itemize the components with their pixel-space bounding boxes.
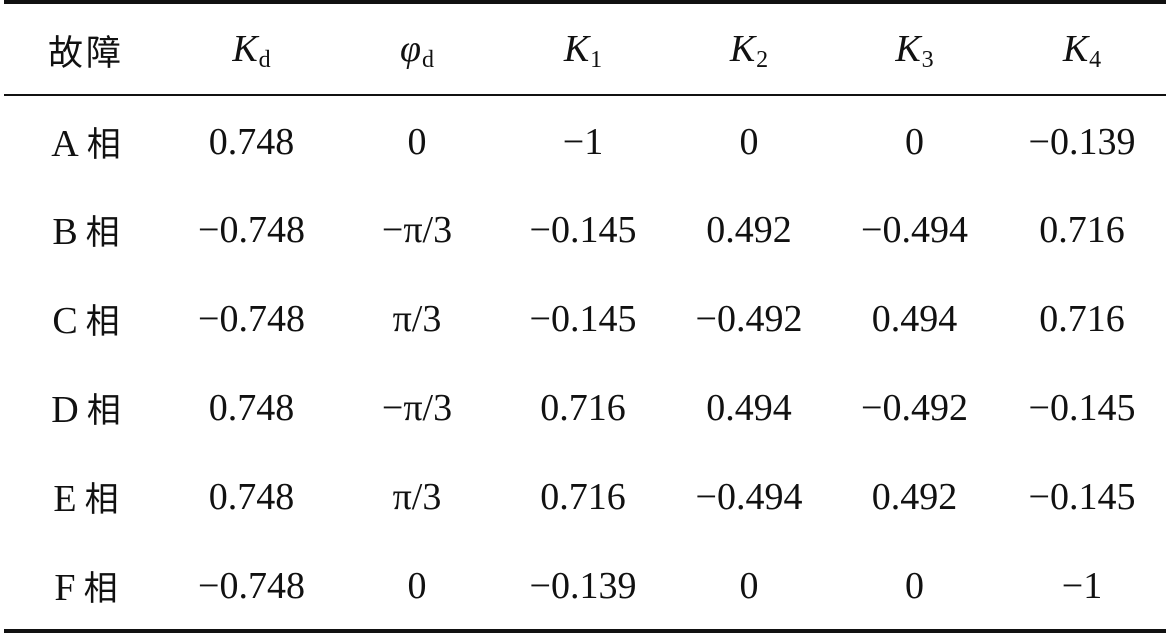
header-fault: 故障 xyxy=(4,4,168,96)
table-header-rule xyxy=(4,94,1166,96)
cell-k1: −0.145 xyxy=(529,297,637,340)
cell-k3: −0.494 xyxy=(861,208,968,251)
cell-phid: 0 xyxy=(407,564,427,607)
phase-label: 相 xyxy=(86,125,121,165)
cell-k2: 0.492 xyxy=(706,208,792,251)
cell-k2: 0 xyxy=(739,564,759,607)
header-row: 故障 Kd φd K1 K2 K3 K4 xyxy=(4,4,1166,96)
phase-letter: F xyxy=(54,567,76,609)
phase-letter: A xyxy=(51,123,79,165)
phase-label: 相 xyxy=(85,302,120,342)
header-symbol: K xyxy=(895,27,921,70)
header-subscript: 2 xyxy=(756,46,769,73)
phase-letter: B xyxy=(52,211,78,253)
cell-k4: −0.145 xyxy=(1028,386,1136,429)
table-bottom-rule xyxy=(4,629,1166,633)
cell-phid: −π/3 xyxy=(381,386,453,429)
cell-k2: −0.492 xyxy=(695,297,803,340)
header-col-k2: K2 xyxy=(667,4,831,96)
cell-k3: 0.494 xyxy=(871,297,958,340)
header-col-phid: φd xyxy=(335,4,499,96)
cell-k4: −0.139 xyxy=(1028,120,1136,163)
cell-k4: −1 xyxy=(1061,564,1103,607)
cell-k3: 0 xyxy=(905,120,924,163)
header-subscript: 1 xyxy=(590,46,603,73)
cell-kd: −0.748 xyxy=(198,208,305,251)
header-symbol: K xyxy=(1062,27,1089,70)
cell-k4: −0.145 xyxy=(1028,475,1136,518)
phase-letter: E xyxy=(53,478,77,520)
header-symbol: K xyxy=(563,27,590,70)
cell-k3: 0.492 xyxy=(871,475,958,518)
phase-label: 相 xyxy=(83,569,118,609)
header-subscript: d xyxy=(258,46,271,73)
header-subscript: 4 xyxy=(1089,46,1102,73)
phase-label: 相 xyxy=(84,480,119,520)
table-top-rule xyxy=(4,0,1166,4)
header-subscript: 3 xyxy=(921,46,934,73)
cell-k2: −0.494 xyxy=(695,475,803,518)
cell-k1: 0.716 xyxy=(540,386,626,429)
cell-k4: 0.716 xyxy=(1039,297,1125,340)
header-col-kd: Kd xyxy=(168,4,335,96)
phase-label: 相 xyxy=(86,391,121,431)
cell-phid: 0 xyxy=(407,120,427,163)
cell-k2: 0 xyxy=(739,120,759,163)
cell-k2: 0.494 xyxy=(706,386,792,429)
cell-phid: π/3 xyxy=(392,475,442,518)
header-col-k4: K4 xyxy=(998,4,1166,96)
phase-label: 相 xyxy=(85,213,120,253)
cell-k1: −0.145 xyxy=(529,208,637,251)
header-symbol: K xyxy=(729,27,756,70)
cell-kd: 0.748 xyxy=(208,475,295,518)
cell-k3: 0 xyxy=(905,564,924,607)
cell-kd: 0.748 xyxy=(208,120,295,163)
cell-k3: −0.492 xyxy=(861,386,968,429)
header-subscript: d xyxy=(422,46,435,73)
header-col-k1: K1 xyxy=(499,4,667,96)
cell-phid: π/3 xyxy=(392,297,442,340)
cell-k1: −1 xyxy=(562,120,604,163)
header-symbol: φ xyxy=(399,27,422,70)
cell-phid: −π/3 xyxy=(381,208,453,251)
header-col-k3: K3 xyxy=(831,4,998,96)
cell-k1: 0.716 xyxy=(540,475,626,518)
cell-kd: −0.748 xyxy=(198,297,305,340)
cell-kd: 0.748 xyxy=(208,386,295,429)
cell-k4: 0.716 xyxy=(1039,208,1125,251)
cell-k1: −0.139 xyxy=(529,564,637,607)
cell-kd: −0.748 xyxy=(198,564,305,607)
phase-letter: C xyxy=(52,300,78,342)
phase-letter: D xyxy=(51,389,79,431)
header-fault-label: 故障 xyxy=(47,33,124,74)
header-symbol: K xyxy=(232,27,258,70)
